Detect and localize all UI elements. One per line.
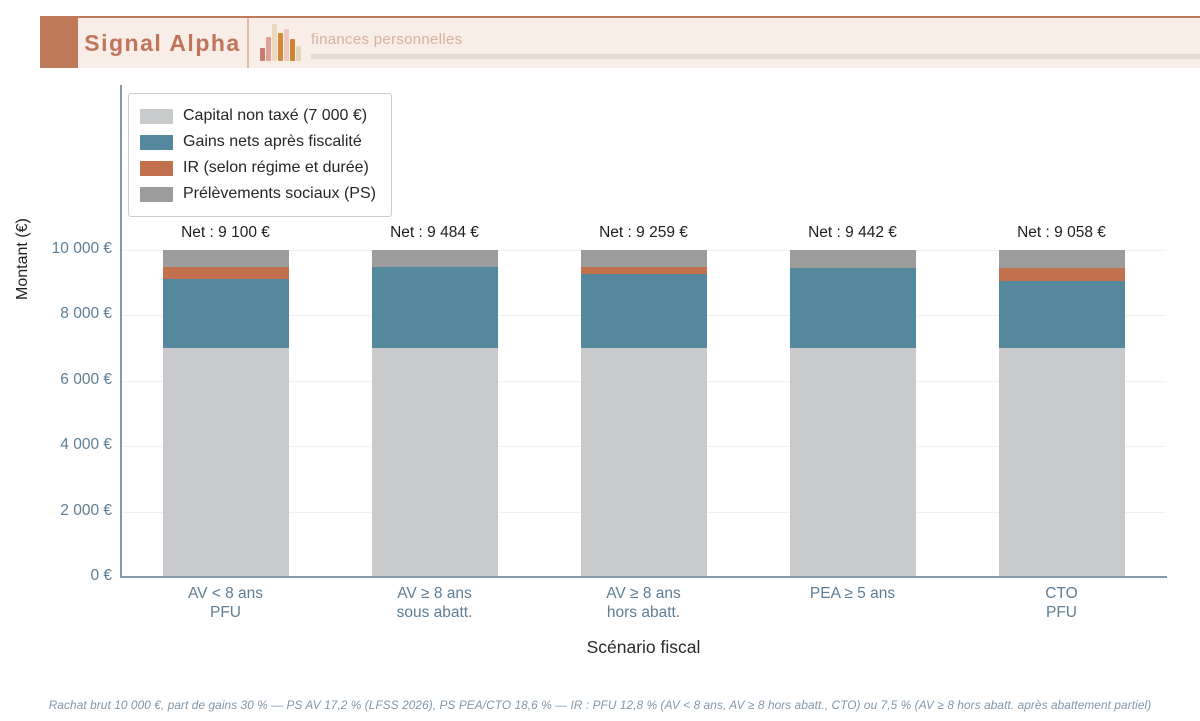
y-tick-label: 6 000 € xyxy=(60,370,112,388)
net-value-label: Net : 9 442 € xyxy=(808,224,897,241)
chart-legend: Capital non taxé (7 000 €) Gains nets apr… xyxy=(128,93,392,217)
bar-segment xyxy=(162,279,289,349)
bar-column: Net : 9 058 € xyxy=(957,224,1166,577)
bar-chart-logo-icon xyxy=(249,18,311,68)
bar-segment xyxy=(998,348,1125,577)
net-value-label: Net : 9 058 € xyxy=(1017,224,1106,241)
bar-segment xyxy=(789,348,916,577)
bar-column: Net : 9 259 € xyxy=(539,224,748,577)
y-tick-label: 10 000 € xyxy=(51,240,112,257)
stacked-bar xyxy=(580,250,707,577)
legend-swatch xyxy=(140,134,173,150)
x-tick-label: AV ≥ 8 ans hors abatt. xyxy=(539,585,748,623)
bar-segment xyxy=(998,268,1125,281)
tagline-wrap: finances personnelles xyxy=(311,18,1200,68)
x-tick-line: PFU xyxy=(210,603,241,621)
bar-segment xyxy=(371,250,498,267)
logo-bar xyxy=(259,48,265,61)
bar-segment xyxy=(580,266,707,275)
bar-segment xyxy=(580,348,707,577)
bar-segment xyxy=(580,274,707,349)
stacked-bar xyxy=(371,250,498,577)
bar-segment xyxy=(580,250,707,267)
footnote: Rachat brut 10 000 €, part de gains 30 %… xyxy=(48,698,1152,712)
legend-item: Prélèvements sociaux (PS) xyxy=(140,181,376,207)
legend-label: Gains nets après fiscalité xyxy=(183,133,362,150)
bar-segment xyxy=(371,266,498,349)
y-axis-title: Montant (€) xyxy=(14,218,31,300)
y-axis-line xyxy=(120,85,122,577)
x-tick-line: CTO xyxy=(1045,585,1078,602)
logo-bar xyxy=(265,37,271,61)
bar-segment xyxy=(371,348,498,577)
logo-bar xyxy=(289,39,295,61)
logo-bar xyxy=(277,33,283,61)
y-tick-label: 0 € xyxy=(90,567,112,584)
bar-segment xyxy=(162,348,289,577)
x-tick-line: AV ≥ 8 ans xyxy=(606,585,681,602)
bars-row: Net : 9 100 € Net : 9 484 € Net : 9 259 € N… xyxy=(121,224,1166,577)
legend-label: Prélèvements sociaux (PS) xyxy=(183,185,376,202)
x-tick-label: CTO PFU xyxy=(957,585,1166,623)
bar-segment xyxy=(789,268,916,349)
legend-item: IR (selon régime et durée) xyxy=(140,155,376,181)
x-tick-line: PFU xyxy=(1046,603,1077,621)
net-value-label: Net : 9 100 € xyxy=(181,224,270,241)
x-axis-line xyxy=(120,576,1167,578)
logo-bar xyxy=(271,24,277,61)
brand-title-wrap: Signal Alpha xyxy=(78,18,247,68)
x-tick-line: PEA ≥ 5 ans xyxy=(809,585,896,602)
x-tick-label: AV < 8 ans PFU xyxy=(121,585,330,623)
header-divider xyxy=(247,18,249,68)
bar-segment xyxy=(789,250,916,269)
x-tick-label: AV ≥ 8 ans sous abatt. xyxy=(330,585,539,623)
legend-label: IR (selon régime et durée) xyxy=(183,159,369,176)
legend-swatch xyxy=(140,160,173,176)
bar-segment xyxy=(998,280,1125,349)
stacked-bar xyxy=(998,250,1125,577)
x-tick-label: PEA ≥ 5 ans xyxy=(748,585,957,623)
bar-segment xyxy=(998,250,1125,269)
legend-item: Capital non taxé (7 000 €) xyxy=(140,103,376,129)
bar-segment xyxy=(162,250,289,267)
bar-column: Net : 9 442 € xyxy=(748,224,957,577)
bar-column: Net : 9 484 € xyxy=(330,224,539,577)
bar-column: Net : 9 100 € xyxy=(121,224,330,577)
x-tick-line: hors abatt. xyxy=(606,603,681,621)
logo-bar xyxy=(283,29,289,61)
net-value-label: Net : 9 259 € xyxy=(599,224,688,241)
y-tick-label: 8 000 € xyxy=(60,305,112,323)
x-tick-line: AV ≥ 8 ans xyxy=(397,585,472,602)
stacked-bar xyxy=(789,250,916,577)
x-tick-line: AV < 8 ans xyxy=(187,585,264,602)
logo-bar xyxy=(295,46,301,61)
brand-title: Signal Alpha xyxy=(84,29,241,56)
brand-accent-square xyxy=(40,18,78,68)
tagline-text: finances personnelles xyxy=(311,30,463,48)
net-value-label: Net : 9 484 € xyxy=(390,224,479,241)
y-tick-label: 4 000 € xyxy=(60,436,112,454)
legend-swatch xyxy=(140,108,173,124)
app-header: Signal Alpha finances personnelles xyxy=(40,16,1200,68)
tagline-underline xyxy=(311,54,1200,59)
x-axis-ticks: AV < 8 ans PFU AV ≥ 8 ans sous abatt. AV ≥ 8… xyxy=(121,585,1166,623)
x-tick-line: sous abatt. xyxy=(396,603,473,621)
y-tick-label: 2 000 € xyxy=(60,501,112,519)
legend-swatch xyxy=(140,186,173,202)
legend-label: Capital non taxé (7 000 €) xyxy=(183,107,368,124)
legend-item: Gains nets après fiscalité xyxy=(140,129,376,155)
x-axis-title: Scénario fiscal xyxy=(586,637,701,657)
bar-segment xyxy=(162,266,289,280)
stacked-bar xyxy=(162,250,289,577)
